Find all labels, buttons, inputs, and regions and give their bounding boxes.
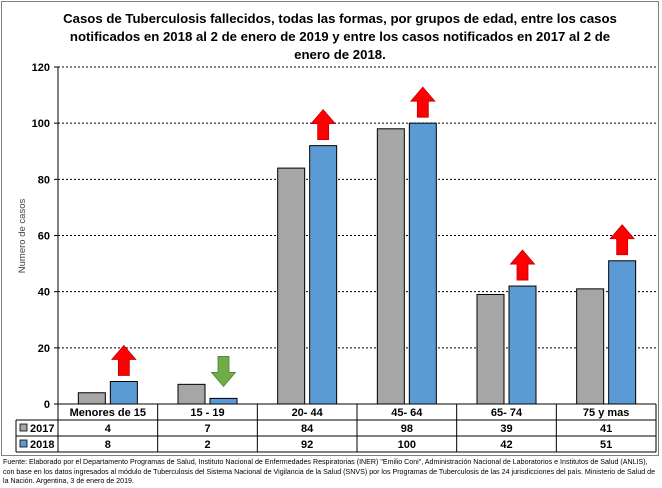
up-arrow-icon [509,249,536,281]
data-table: Menores de 15 15 - 19 20- 44 45- 64 65- 74 75… [15,403,657,453]
x-tick-label: 75 y mas [583,407,629,419]
source-footnote: Fuente: Elaborado por el Departamento Pr… [3,458,656,485]
data-label-2017: 41 [600,423,612,435]
down-arrow-icon [210,355,237,387]
up-arrow-icon [609,224,636,256]
bars [77,122,637,405]
bar-2017 [476,293,505,405]
data-label-2018: 100 [398,439,416,451]
legend-swatch-2018 [19,439,28,448]
data-label-2018: 42 [500,439,512,451]
bar-2018 [309,145,338,405]
y-axis-label: Numero de casos [17,199,28,274]
y-tick-label: 60 [38,231,50,243]
bar-2018 [209,397,238,405]
y-tick-label: 0 [44,399,50,411]
bar-chart: 0 20 40 60 80 100 120 Menores de 15 15 - 19 20- … [15,62,657,453]
bar-2018 [109,381,138,405]
y-tick-label: 80 [38,174,50,186]
trend-arrows [110,86,636,387]
x-tick-label: 65- 74 [491,407,523,419]
legend-swatch-2017 [19,423,28,432]
x-tick-label: 15 - 19 [190,407,224,419]
x-tick-label: 20- 44 [292,407,324,419]
bar-2017 [277,167,306,405]
bar-2017 [177,383,206,405]
data-label-2018: 51 [600,439,612,451]
y-tick-label: 40 [38,287,50,299]
y-tick-label: 100 [32,118,50,130]
data-label-2017: 39 [500,423,512,435]
bar-2018 [608,260,637,405]
bar-2017 [77,392,106,405]
data-label-2018: 92 [301,439,313,451]
legend-label-2017: 2017 [30,423,54,435]
bar-2018 [408,122,437,405]
data-label-2017: 84 [301,423,314,435]
chart-title: Casos de Tuberculosis fallecidos, todas … [63,11,617,62]
data-label-2017: 7 [204,423,210,435]
data-label-2017: 98 [401,423,413,435]
data-label-2018: 2 [204,439,210,451]
y-tick-label: 120 [32,62,50,74]
bar-2018 [508,285,537,405]
legend-label-2018: 2018 [30,439,54,451]
x-tick-label: Menores de 15 [70,407,146,419]
up-arrow-icon [409,86,436,118]
x-tick-label: 45- 64 [391,407,423,419]
bar-2017 [576,288,605,405]
y-tick-label: 20 [38,343,50,355]
data-label-2017: 4 [105,423,112,435]
data-label-2018: 8 [105,439,111,451]
y-axis: 0 20 40 60 80 100 120 [32,62,59,411]
up-arrow-icon [310,109,337,141]
up-arrow-icon [110,344,137,376]
gridlines [58,66,656,349]
bar-2017 [376,128,405,405]
